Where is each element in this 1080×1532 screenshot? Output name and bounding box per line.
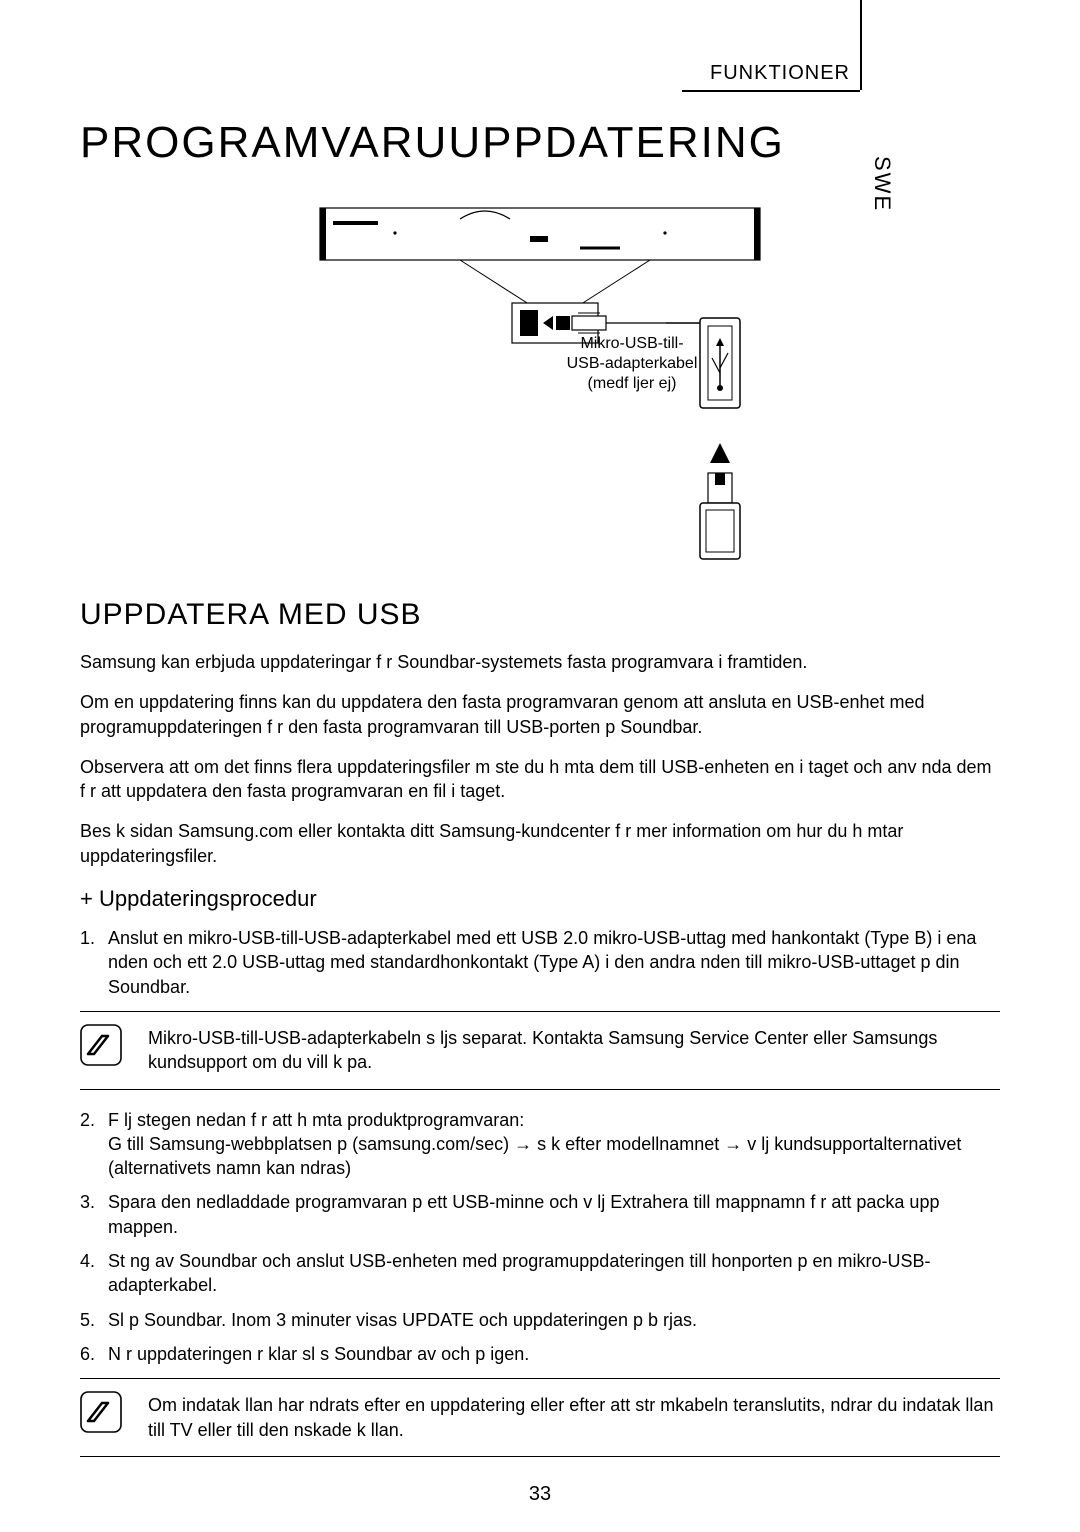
- header-underline: [682, 90, 860, 92]
- step-4: St ng av Soundbar och anslut USB-enheten…: [80, 1249, 1000, 1298]
- step-2: F lj stegen nedan f r att h mta produktp…: [80, 1108, 1000, 1181]
- note-2-text: Om indatak llan har ndrats efter en uppd…: [148, 1393, 1000, 1442]
- note-1-text: Mikro-USB-till-USB-adapterkabeln s ljs s…: [148, 1026, 1000, 1075]
- procedure-steps-a: Anslut en mikro-USB-till-USB-adapterkabe…: [80, 926, 1000, 999]
- diagram-label-line3: (medf ljer ej): [588, 375, 677, 392]
- step-1: Anslut en mikro-USB-till-USB-adapterkabe…: [80, 926, 1000, 999]
- note-2: Om indatak llan har ndrats efter en uppd…: [80, 1378, 1000, 1457]
- intro-para-1: Samsung kan erbjuda uppdateringar f r So…: [80, 650, 1000, 674]
- procedure-steps-b: F lj stegen nedan f r att h mta produktp…: [80, 1108, 1000, 1367]
- step-3: Spara den nedladdade programvaran p ett …: [80, 1190, 1000, 1239]
- page-number: 33: [0, 1483, 1080, 1506]
- procedure-heading: Uppdateringsprocedur: [80, 886, 1000, 912]
- diagram-label-line2: USB-adapterkabel: [567, 355, 698, 372]
- diagram-label-line1: Mikro-USB-till-: [580, 335, 683, 352]
- step-6: N r uppdateringen r klar sl s Soundbar a…: [80, 1342, 1000, 1366]
- language-tab: SWE: [869, 156, 895, 212]
- header-side-rule: [860, 0, 862, 90]
- intro-para-3: Observera att om det finns flera uppdate…: [80, 755, 1000, 804]
- intro-para-4: Bes k sidan Samsung.com eller kontakta d…: [80, 819, 1000, 868]
- note-icon: [80, 1024, 122, 1066]
- section-heading-usb: UPPDATERA MED USB: [80, 598, 1000, 632]
- step-5: Sl p Soundbar. Inom 3 minuter visas UPDA…: [80, 1308, 1000, 1332]
- page-title: PROGRAMVARUUPPDATERING: [80, 118, 1000, 168]
- header-section-label: FUNKTIONER: [710, 62, 850, 85]
- note-icon: [80, 1391, 122, 1433]
- intro-para-2: Om en uppdatering finns kan du uppdatera…: [80, 690, 1000, 739]
- soundbar-usb-diagram: Mikro-USB-till- USB-adapterkabel (medf l…: [260, 188, 820, 568]
- note-1: Mikro-USB-till-USB-adapterkabeln s ljs s…: [80, 1011, 1000, 1090]
